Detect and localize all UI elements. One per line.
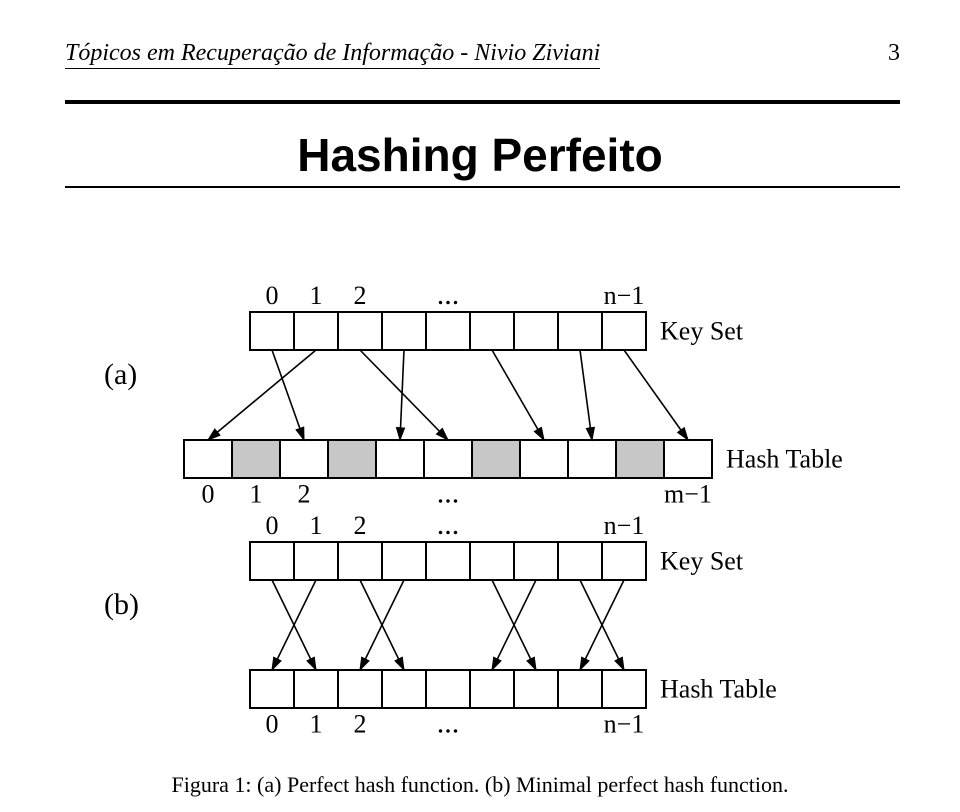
page-title: Hashing Perfeito bbox=[0, 128, 960, 182]
index-label: 2 bbox=[354, 511, 367, 540]
row-label: Key Set bbox=[660, 316, 744, 345]
mapping-arrow bbox=[624, 350, 688, 440]
ellipsis: ... bbox=[437, 707, 460, 740]
header-text: Tópicos em Recuperação de Informação - N… bbox=[65, 40, 600, 69]
index-label: 2 bbox=[354, 710, 367, 739]
row-label: Hash Table bbox=[726, 444, 843, 473]
index-label: 1 bbox=[310, 281, 323, 310]
panel-label: (a) bbox=[104, 358, 137, 391]
mapping-arrow bbox=[580, 350, 592, 440]
page-root: Tópicos em Recuperação de Informação - N… bbox=[0, 0, 960, 812]
ellipsis: ... bbox=[437, 477, 460, 510]
index-label: 0 bbox=[202, 480, 215, 509]
rule-top bbox=[65, 100, 900, 104]
index-label: 0 bbox=[266, 710, 279, 739]
rule-under-title bbox=[65, 186, 900, 188]
index-label: 0 bbox=[266, 281, 279, 310]
index-label: 0 bbox=[266, 511, 279, 540]
index-label: 2 bbox=[354, 281, 367, 310]
index-label: n−1 bbox=[604, 710, 645, 739]
panel-label: (b) bbox=[104, 588, 139, 621]
ellipsis: ... bbox=[437, 508, 460, 541]
page-number: 3 bbox=[888, 40, 900, 67]
figure-caption: Figura 1: (a) Perfect hash function. (b)… bbox=[0, 772, 960, 798]
hashing-diagram: 012n−1...Key Set(a)012m−1...Hash Table01… bbox=[80, 280, 880, 740]
index-label: 1 bbox=[310, 710, 323, 739]
index-label: 2 bbox=[298, 480, 311, 509]
index-label: n−1 bbox=[604, 281, 645, 310]
index-label: m−1 bbox=[664, 480, 712, 509]
ellipsis: ... bbox=[437, 280, 460, 311]
mapping-arrow bbox=[492, 350, 544, 440]
index-label: 1 bbox=[310, 511, 323, 540]
running-header: Tópicos em Recuperação de Informação - N… bbox=[65, 40, 600, 67]
index-label: n−1 bbox=[604, 511, 645, 540]
row-label: Hash Table bbox=[660, 674, 777, 703]
index-label: 1 bbox=[250, 480, 263, 509]
row-label: Key Set bbox=[660, 546, 744, 575]
